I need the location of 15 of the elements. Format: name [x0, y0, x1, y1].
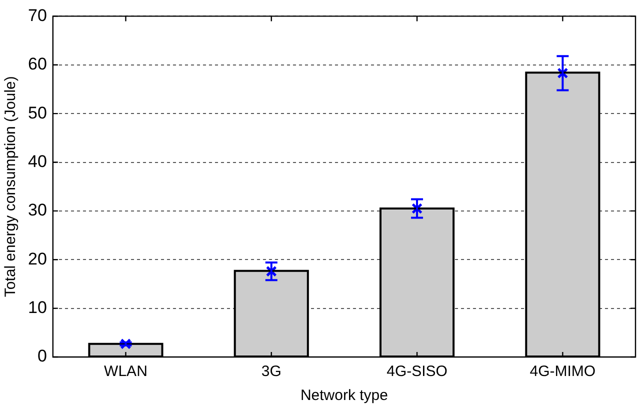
y-tick-label: 30: [28, 200, 47, 220]
y-tick-label: 40: [28, 152, 47, 171]
x-tick-label: 3G: [261, 363, 282, 380]
x-tick-label: 4G-MIMO: [530, 363, 596, 380]
point: [120, 338, 132, 350]
y-tick-label: 20: [28, 249, 47, 268]
y-tick-label: 60: [28, 54, 47, 74]
x-axis-title: Network type: [300, 387, 388, 404]
y-tick-label: 10: [28, 298, 47, 317]
y-tick-label: 0: [37, 346, 47, 366]
x-tick-label: 4G-SISO: [386, 363, 448, 380]
y-tick-label: 50: [28, 103, 47, 122]
y-axis-title: Total energy consumption (Joule): [2, 76, 20, 298]
x-tick-label: WLAN: [104, 363, 148, 380]
y-tick-label: 70: [28, 6, 47, 25]
